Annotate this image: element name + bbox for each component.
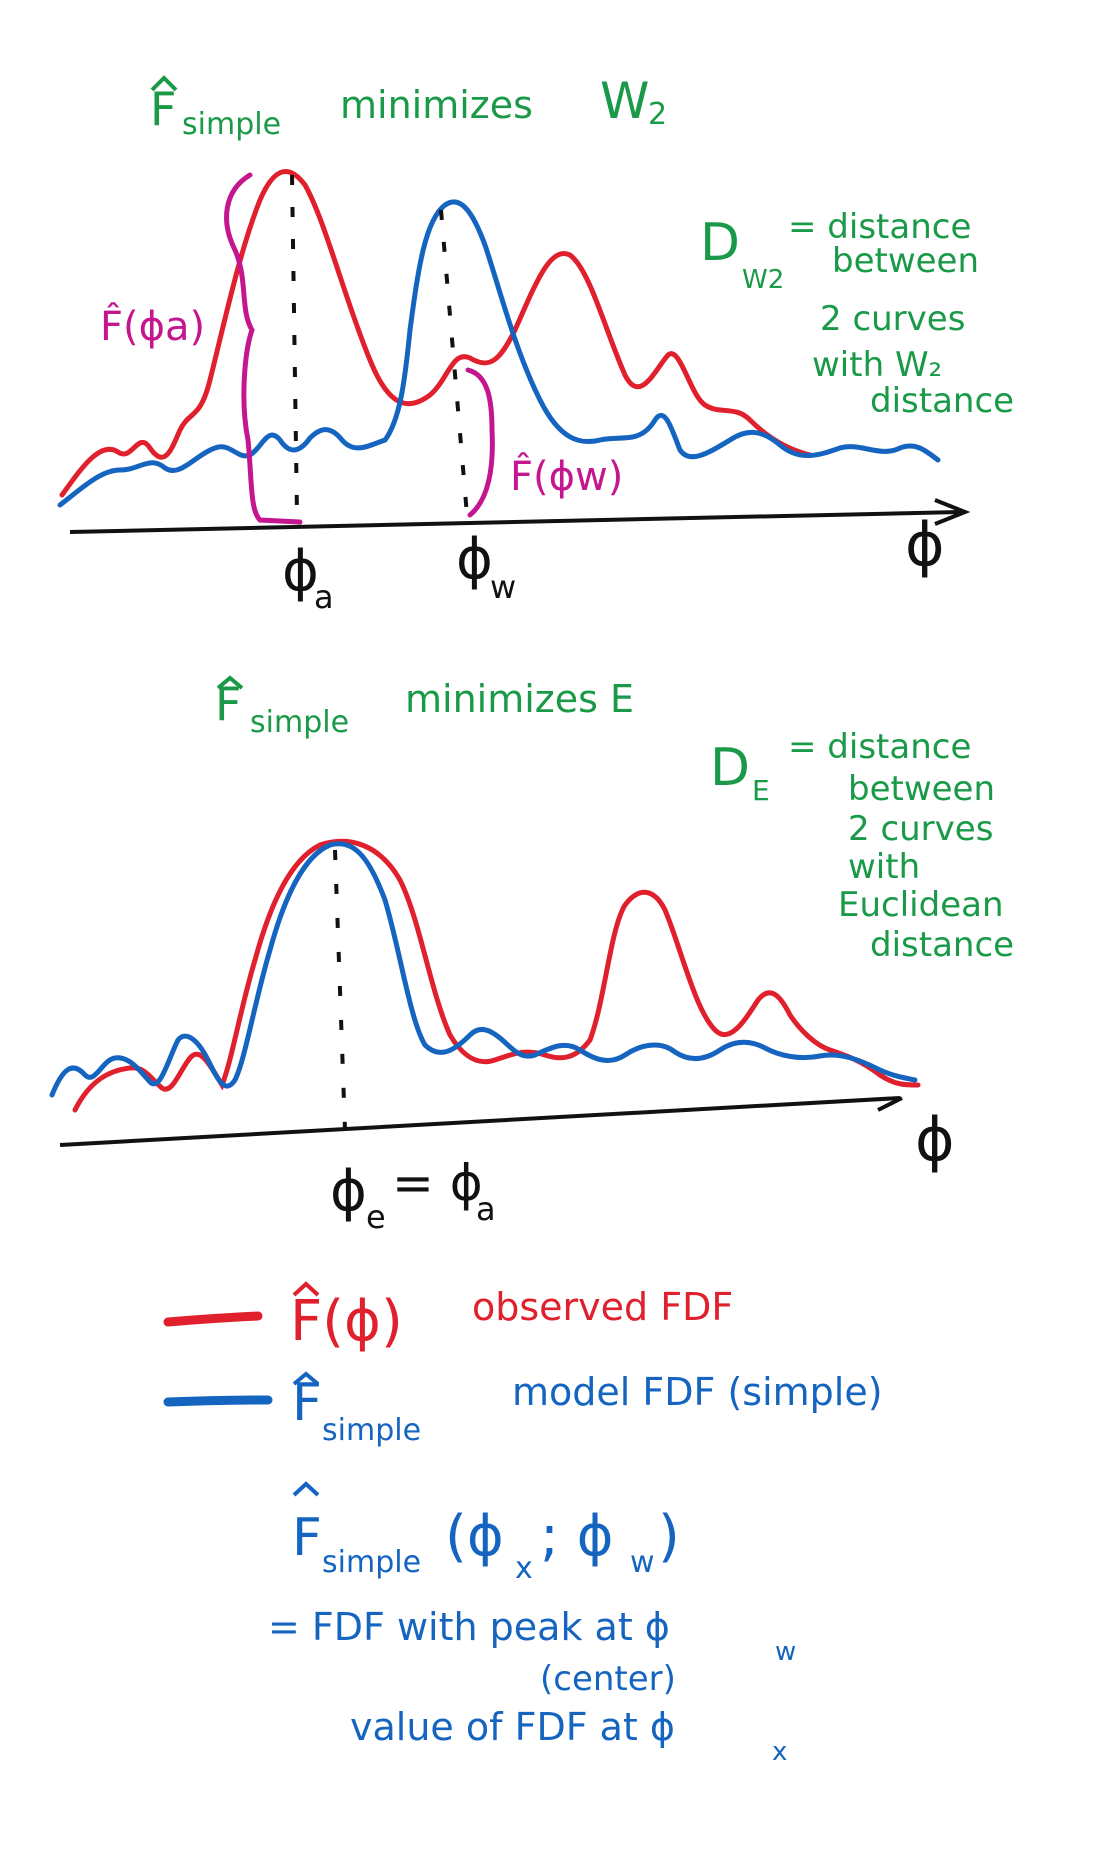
panel1-label-fw: F̂(ϕw)	[510, 452, 623, 500]
panel-euclidean: F simple minimizes E D E = distance betw…	[49, 675, 1014, 1236]
legend-red-f: F(ϕ)	[290, 1289, 403, 1354]
note1-line1: = distance	[788, 207, 971, 247]
panel1-tick-a-sub: a	[314, 578, 334, 616]
panel2-tick-eq: = ϕ	[392, 1154, 483, 1212]
panel1-observed-curve	[59, 169, 813, 498]
legend-red-swatch	[163, 1311, 263, 1327]
panel2-x-axis	[59, 1096, 901, 1147]
note2-line6: distance	[870, 925, 1014, 965]
note2-line1: = distance	[788, 727, 971, 767]
panel1-axis-label: ϕ	[905, 510, 945, 580]
panel2-tick-e: ϕ	[330, 1159, 367, 1224]
note1-line4: with W₂	[812, 345, 942, 385]
title1-hat	[150, 75, 178, 92]
legend-red-text: observed FDF	[472, 1285, 733, 1329]
title1-rest: minimizes	[340, 83, 533, 127]
func-x: x	[515, 1551, 533, 1586]
panel2-note: D E = distance between 2 curves with Euc…	[710, 727, 1014, 965]
panel2-tick-a-sub: a	[476, 1190, 496, 1228]
panel2-title: F simple minimizes E	[215, 675, 634, 740]
title2-sub: simple	[250, 705, 349, 740]
note2-line3: 2 curves	[848, 809, 993, 849]
def-line1: = FDF with peak at ϕ	[268, 1605, 670, 1649]
panel2-tick-e-sub: e	[366, 1198, 386, 1236]
note2-line4: with	[848, 847, 920, 887]
note2-d-sub: E	[752, 774, 770, 807]
panel1-model-curve	[57, 199, 941, 508]
panel1-axis-arrow	[934, 498, 971, 526]
func-f: F	[292, 1508, 322, 1568]
note1-line2: between	[832, 241, 979, 281]
title2-rest: minimizes E	[405, 677, 634, 721]
title1-f: F	[150, 82, 176, 136]
panel2-tick: ϕ e = ϕ a	[330, 1154, 496, 1236]
func-sub: simple	[322, 1545, 421, 1580]
legend-blue-swatch	[163, 1395, 273, 1407]
panel1-tick-w-sub: w	[490, 568, 516, 606]
note1-d-sub: W2	[742, 265, 784, 295]
func-w: w	[630, 1545, 655, 1580]
panel1-title: F simple minimizes W 2	[150, 72, 667, 142]
legend-blue-sub: simple	[322, 1413, 421, 1448]
def-line2: (center)	[540, 1659, 676, 1699]
panel2-model-curve	[49, 841, 918, 1098]
func-close: )	[658, 1504, 680, 1569]
title1-sub: simple	[182, 107, 281, 142]
panel2-dash-e	[333, 849, 347, 1131]
func-sep: ; ϕ	[540, 1504, 614, 1569]
panel1-brace-a	[224, 172, 303, 525]
panel1-tick-a: ϕ	[282, 539, 319, 604]
note2-line2: between	[848, 769, 995, 809]
note1-d: D	[700, 213, 740, 273]
func-hat	[292, 1481, 320, 1497]
title2-hat	[216, 675, 244, 690]
legend-function: F simple (ϕ x ; ϕ w )	[292, 1481, 680, 1586]
note2-d: D	[710, 738, 750, 798]
def-line3-sub: x	[772, 1737, 787, 1767]
legend: F(ϕ) observed FDF F simple model FDF (si…	[163, 1281, 883, 1767]
panel1-brace-w	[465, 367, 495, 518]
panel2-axis-arrow	[877, 1096, 903, 1112]
panel1-x-axis	[69, 510, 961, 534]
title1-w-sub: 2	[648, 97, 667, 132]
legend-blue-hat	[292, 1371, 320, 1386]
panel1-note: D W2 = distance between 2 curves with W₂…	[700, 207, 1014, 421]
panel1-tick-w: ϕ	[456, 527, 493, 592]
panel2-axis-label: ϕ	[915, 1105, 955, 1175]
legend-red-hat	[292, 1281, 320, 1297]
panel2-observed-curve	[72, 838, 921, 1113]
panel1-dash-a	[290, 174, 299, 516]
note1-line5: distance	[870, 381, 1014, 421]
func-args: (ϕ	[445, 1504, 504, 1569]
panel1-label-fa: F̂(ϕa)	[100, 302, 205, 350]
title1-w: W	[600, 72, 649, 130]
def-line1-sub: w	[775, 1637, 796, 1667]
note1-line3: 2 curves	[820, 299, 965, 339]
panel-w2: F simple minimizes W 2 D W2 = distance b…	[57, 72, 1014, 616]
note2-line5: Euclidean	[838, 885, 1004, 925]
legend-blue-text: model FDF (simple)	[512, 1370, 883, 1414]
def-line3: value of FDF at ϕ	[350, 1705, 675, 1749]
